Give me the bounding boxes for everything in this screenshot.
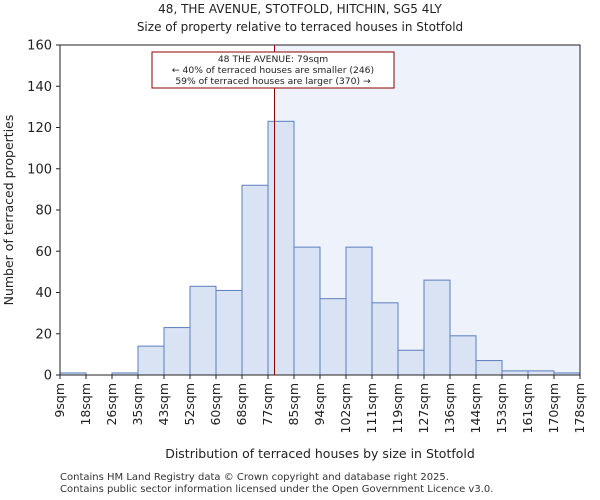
x-tick-label: 153sqm bbox=[494, 383, 509, 433]
bar-77sqm bbox=[267, 120, 295, 376]
bar-85sqm bbox=[293, 246, 321, 376]
y-tick-label: 100 bbox=[27, 162, 52, 177]
x-axis-label: Distribution of terraced houses by size … bbox=[165, 446, 475, 461]
bar-52sqm bbox=[189, 285, 217, 376]
chart-subtitle: Size of property relative to terraced ho… bbox=[136, 20, 464, 34]
x-tick-label: 85sqm bbox=[286, 383, 301, 426]
chart-title: 48, THE AVENUE, STOTFOLD, HITCHIN, SG5 4… bbox=[158, 2, 442, 16]
bar-111sqm bbox=[371, 302, 399, 376]
x-tick-label: 68sqm bbox=[234, 383, 249, 426]
bar-119sqm bbox=[397, 349, 425, 376]
x-tick-label: 77sqm bbox=[260, 383, 275, 426]
y-tick-label: 60 bbox=[35, 245, 52, 260]
x-tick-label: 178sqm bbox=[572, 383, 587, 433]
bar-43sqm bbox=[163, 327, 191, 376]
y-tick-label: 40 bbox=[35, 286, 52, 301]
annotation-line-3: 59% of terraced houses are larger (370) … bbox=[175, 76, 371, 87]
y-tick-label: 0 bbox=[44, 369, 52, 384]
x-tick-label: 94sqm bbox=[312, 383, 327, 426]
x-tick-label: 161sqm bbox=[520, 383, 535, 433]
y-axis-label: Number of terraced properties bbox=[1, 115, 16, 306]
histogram-chart: 0 20 40 60 80 100 120 140 160 9sqm 18sqm 26sqm 35sqm… bbox=[1, 39, 587, 462]
annotation-box: 48 THE AVENUE: 79sqm ← 40% of terraced h… bbox=[151, 51, 395, 89]
y-tick-label: 20 bbox=[35, 327, 52, 342]
bar-102sqm bbox=[345, 246, 373, 376]
x-tick-label: 9sqm bbox=[52, 383, 67, 418]
y-tick-label: 80 bbox=[35, 204, 52, 219]
x-tick-label: 170sqm bbox=[546, 383, 561, 433]
x-tick-label: 111sqm bbox=[364, 383, 379, 433]
annotation-line-1: 48 THE AVENUE: 79sqm bbox=[218, 54, 328, 65]
y-tick-label: 140 bbox=[27, 80, 52, 95]
bar-94sqm bbox=[319, 298, 347, 376]
x-tick-label: 26sqm bbox=[104, 383, 119, 426]
bar-35sqm bbox=[137, 345, 165, 376]
bars-group bbox=[59, 120, 581, 376]
footer-line-1: Contains HM Land Registry data © Crown c… bbox=[60, 472, 449, 483]
bar-153sqm bbox=[501, 370, 529, 376]
x-tick-label: 127sqm bbox=[416, 383, 431, 433]
y-tick-label: 120 bbox=[27, 121, 52, 136]
axes-group: 0 20 40 60 80 100 120 140 160 9sqm 18sqm 26sqm 35sqm… bbox=[27, 39, 587, 434]
bar-127sqm bbox=[423, 279, 451, 376]
x-tick-label: 43sqm bbox=[156, 383, 171, 426]
bar-161sqm bbox=[527, 370, 555, 376]
bar-60sqm bbox=[215, 289, 243, 376]
x-tick-label: 35sqm bbox=[130, 383, 145, 426]
x-tick-label: 119sqm bbox=[390, 383, 405, 433]
bar-144sqm bbox=[475, 360, 503, 376]
bar-136sqm bbox=[449, 335, 477, 376]
x-tick-label: 18sqm bbox=[78, 383, 93, 426]
annotation-frame bbox=[151, 51, 395, 89]
x-tick-label: 144sqm bbox=[468, 383, 483, 433]
x-tick-label: 136sqm bbox=[442, 383, 457, 433]
bar-68sqm bbox=[241, 184, 269, 376]
y-tick-label: 160 bbox=[27, 39, 52, 54]
x-tick-label: 102sqm bbox=[338, 383, 353, 433]
annotation-line-2: ← 40% of terraced houses are smaller (24… bbox=[172, 65, 374, 76]
footer-line-2: Contains public sector information licen… bbox=[60, 484, 494, 495]
x-tick-label: 52sqm bbox=[182, 383, 197, 426]
x-tick-label: 60sqm bbox=[208, 383, 223, 426]
